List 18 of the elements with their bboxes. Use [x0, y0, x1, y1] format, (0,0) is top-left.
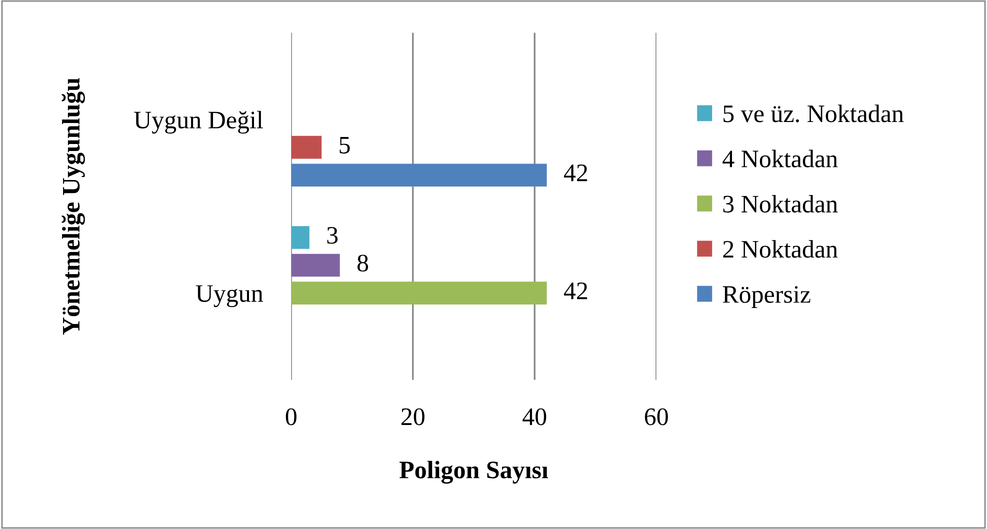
x-tick-label: 60 [644, 408, 668, 426]
legend-label: 4 Noktadan [722, 150, 838, 168]
data-label: 3 [327, 227, 338, 244]
x-axis-title: Poligon Sayısı [400, 460, 548, 484]
y-axis-title: Yönetmeliğe Uygunluğu [62, 78, 85, 335]
y-tick-label: Uygun Değil [134, 110, 263, 134]
legend-label: Röpersiz [722, 286, 810, 308]
legend-label: 3 Noktadan [723, 194, 838, 213]
x-tick-label: 40 [522, 408, 546, 426]
legend-label: 2 Noktadan [723, 240, 838, 258]
data-label: 5 [340, 136, 350, 154]
y-tick-label: Uygun [196, 285, 264, 308]
data-label: 42 [564, 282, 588, 300]
x-tick-label: 20 [401, 408, 424, 426]
data-label: 8 [357, 254, 368, 272]
data-label: 42 [564, 164, 588, 182]
legend-label: 5 ve üz. Noktadan [724, 104, 904, 122]
x-tick-label: 0 [286, 408, 296, 426]
